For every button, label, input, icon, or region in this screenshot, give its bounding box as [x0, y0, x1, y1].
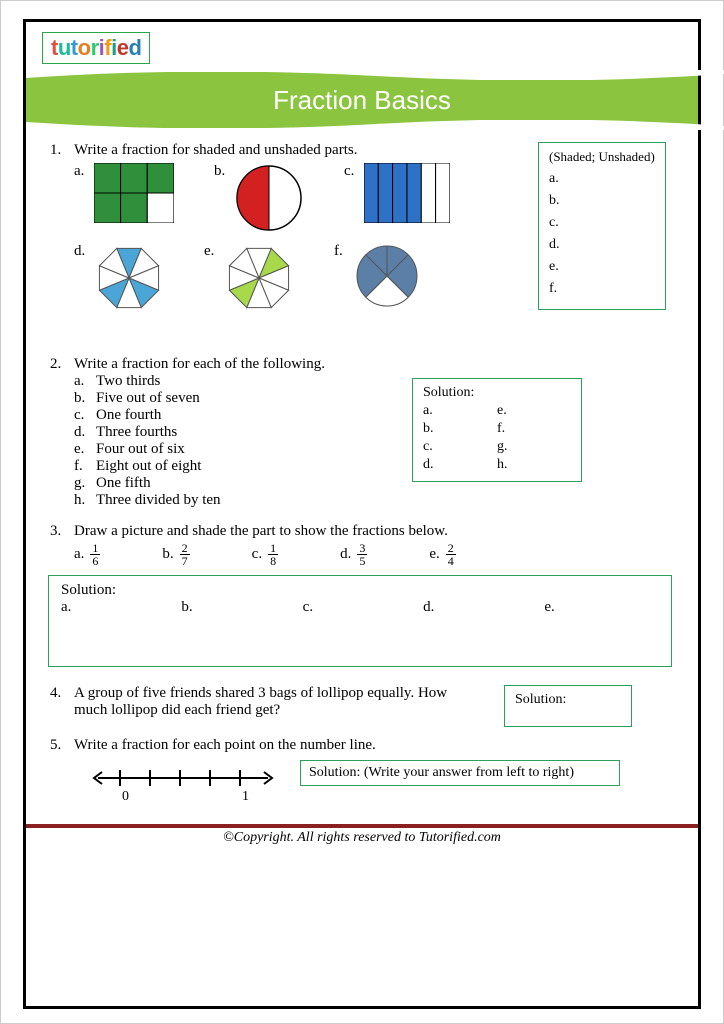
q2-sol-item: h.	[497, 457, 571, 473]
pie-half-icon	[234, 163, 304, 233]
q3-sol-slot: d.	[423, 599, 434, 616]
q2-item: a.Two thirds	[74, 373, 672, 390]
q1-shape-a: a.	[74, 163, 174, 223]
q1-ans-e: e.	[549, 259, 655, 275]
q3-fraction: a.16	[74, 542, 100, 567]
q3-fraction: b.27	[162, 542, 189, 567]
q5-solution-box[interactable]: Solution: (Write your answer from left t…	[300, 760, 620, 786]
q1-ans-c: c.	[549, 215, 655, 231]
q3-number: 3.	[50, 523, 74, 540]
q2-number: 2.	[50, 356, 74, 373]
q1-answer-header: (Shaded; Unshaded)	[549, 149, 655, 165]
q1a-label: a.	[74, 163, 88, 180]
numline-start: 0	[122, 789, 129, 804]
q3-fraction: c.18	[252, 542, 278, 567]
q2-item: h.Three divided by ten	[74, 492, 672, 509]
question-5: 5. Write a fraction for each point on th…	[50, 737, 672, 810]
worksheet-page: tutorified Fraction Basics 1. Write a fr…	[0, 0, 724, 1024]
q2-sol-item: b.	[423, 421, 497, 437]
q1-shape-b: b.	[214, 163, 304, 233]
q1-ans-a: a.	[549, 171, 655, 187]
brand-logo: tutorified	[42, 32, 150, 64]
q3-sol-slot: b.	[181, 599, 192, 616]
q3-fraction: e.24	[429, 542, 455, 567]
q4-solution-label: Solution:	[515, 692, 566, 707]
numline-end: 1	[242, 789, 249, 804]
question-2: 2. Write a fraction for each of the foll…	[50, 356, 672, 509]
q2-item: d.Three fourths	[74, 424, 672, 441]
q3-solution-box[interactable]: Solution: a. b. c. d. e.	[48, 575, 672, 667]
q2-sol-item: d.	[423, 457, 497, 473]
pie-f-icon	[354, 243, 420, 309]
q5-number: 5.	[50, 737, 74, 754]
question-3: 3. Draw a picture and shade the part to …	[50, 523, 672, 667]
q1c-label: c.	[344, 163, 358, 180]
q3-sol-slot: e.	[544, 599, 554, 616]
q2-item: c.One fourth	[74, 407, 672, 424]
q1f-label: f.	[334, 243, 348, 260]
q1-answer-box[interactable]: (Shaded; Unshaded) a. b. c. d. e. f.	[538, 142, 666, 310]
q2-sol-item: e.	[497, 403, 571, 419]
q2-item: b.Five out of seven	[74, 390, 672, 407]
bars-icon	[364, 163, 450, 223]
q1-ans-d: d.	[549, 237, 655, 253]
q2-solution-label: Solution:	[423, 385, 571, 401]
q3-fraction: d.35	[340, 542, 367, 567]
q1-shape-c: c.	[344, 163, 450, 223]
q2-sol-item: g.	[497, 439, 571, 455]
q4-solution-box[interactable]: Solution:	[504, 685, 632, 727]
wave-bottom-icon	[26, 120, 724, 130]
question-1: 1. Write a fraction for shaded and unsha…	[50, 142, 672, 342]
title-banner: Fraction Basics	[26, 72, 698, 128]
q1e-label: e.	[204, 243, 218, 260]
question-4: 4. A group of five friends shared 3 bags…	[50, 685, 672, 719]
q2-solution-box[interactable]: Solution: a. b. c. d. e. f. g. h.	[412, 378, 582, 482]
q3-sol-slot: a.	[61, 599, 71, 616]
footer-rule	[26, 824, 698, 828]
q2-sol-item: c.	[423, 439, 497, 455]
content-area: 1. Write a fraction for shaded and unsha…	[42, 142, 682, 810]
q1-shape-f: f.	[334, 243, 420, 309]
q1-ans-b: b.	[549, 193, 655, 209]
q4-prompt: A group of five friends shared 3 bags of…	[74, 685, 464, 719]
q2-item: e.Four out of six	[74, 441, 672, 458]
wave-top-icon	[26, 70, 724, 80]
q4-number: 4.	[50, 685, 74, 702]
page-frame: tutorified Fraction Basics 1. Write a fr…	[23, 19, 701, 1009]
q5-prompt: Write a fraction for each point on the n…	[74, 737, 672, 754]
octagon-e-icon	[224, 243, 294, 313]
q3-solution-label: Solution:	[61, 582, 659, 599]
q2-sol-item: a.	[423, 403, 497, 419]
q2-item: g.One fifth	[74, 475, 672, 492]
q1-shape-e: e.	[204, 243, 294, 313]
q2-item: f.Eight out of eight	[74, 458, 672, 475]
square-grid-icon	[94, 163, 174, 223]
octagon-d-icon	[94, 243, 164, 313]
q1-ans-f: f.	[549, 281, 655, 297]
number-line-icon: 0 1	[90, 760, 280, 810]
q1-shape-d: d.	[74, 243, 164, 313]
q3-prompt: Draw a picture and shade the part to sho…	[74, 523, 672, 540]
q1d-label: d.	[74, 243, 88, 260]
q1b-label: b.	[214, 163, 228, 180]
q3-sol-slot: c.	[303, 599, 313, 616]
q2-sol-item: f.	[497, 421, 571, 437]
q5-solution-label: Solution: (Write your answer from left t…	[309, 765, 574, 780]
q1-number: 1.	[50, 142, 74, 159]
q2-prompt: Write a fraction for each of the followi…	[74, 356, 672, 373]
footer-text: ©Copyright. All rights reserved to Tutor…	[42, 830, 682, 846]
